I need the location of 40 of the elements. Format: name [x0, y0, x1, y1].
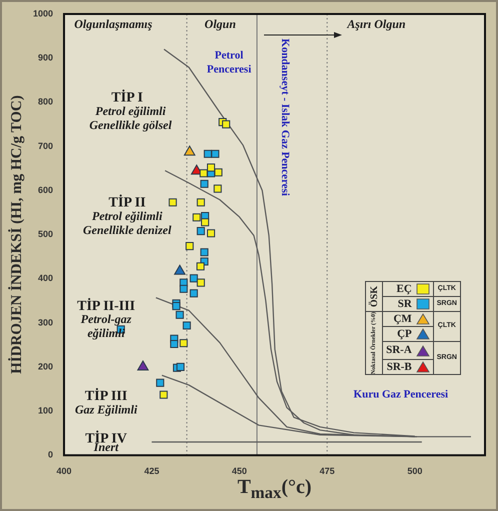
y-tick-label: 600 — [38, 184, 54, 195]
annotation: TİP II-III — [77, 298, 136, 314]
annotation: Petrol Penceresi — [206, 49, 252, 76]
x-tick-label: 400 — [56, 466, 72, 476]
y-tick-label: 100 — [38, 406, 54, 416]
y-tick-label: 500 — [38, 229, 54, 240]
x-axis-title: T$_{max}$(°c) — [236, 476, 313, 503]
x-tick-label: 475 — [320, 466, 335, 476]
legend-label: SR-B — [382, 359, 434, 374]
legend-label: SR-A — [382, 341, 434, 360]
y-tick-label: 900 — [38, 52, 54, 63]
annotation: Olgun — [204, 17, 236, 32]
annotation: Aşırı Olgun — [346, 17, 406, 32]
legend-label: ÇM — [382, 311, 434, 326]
y-tick-label: 200 — [38, 361, 54, 372]
annotation: İnert — [92, 440, 120, 454]
annotation: Olgunlaşmamış — [74, 17, 153, 32]
legend-label: SR — [382, 296, 434, 312]
y-tick-label: 1000 — [32, 8, 54, 18]
x-tick-label: 450 — [232, 466, 247, 476]
annotation: Petrol-gaz eğilimli — [80, 312, 132, 340]
annotation: ÖSK — [368, 286, 380, 307]
annotation: TİP III — [84, 388, 128, 404]
annotation: Kondanseyt - Islak Gaz Penceresi — [279, 38, 292, 196]
annotation: Petrol eğilimli Genellikle denizel — [83, 209, 172, 238]
legend-label: ÇP — [382, 326, 434, 342]
x-tick-label: 425 — [144, 466, 160, 476]
y-tick-label: 0 — [48, 450, 54, 460]
annotation: TİP II — [108, 194, 146, 210]
y-axis-title: HİDROJEN İNDEKSİ (HI, mg HC/g TOC) — [8, 95, 25, 374]
y-tick-label: 300 — [38, 317, 54, 328]
annotation: Gaz Eğilimli — [74, 402, 138, 417]
y-tick-label: 800 — [38, 96, 54, 107]
y-tick-label: 700 — [38, 140, 54, 151]
y-tick-label: 400 — [38, 273, 54, 284]
annotation: TİP I — [111, 89, 143, 106]
annotation: Kuru Gaz Penceresi — [354, 388, 448, 401]
legend-label: EÇ — [382, 281, 434, 296]
x-tick-label: 500 — [407, 466, 422, 476]
annotation: Petrol eğilimli Genellikle gölsel — [89, 104, 172, 132]
